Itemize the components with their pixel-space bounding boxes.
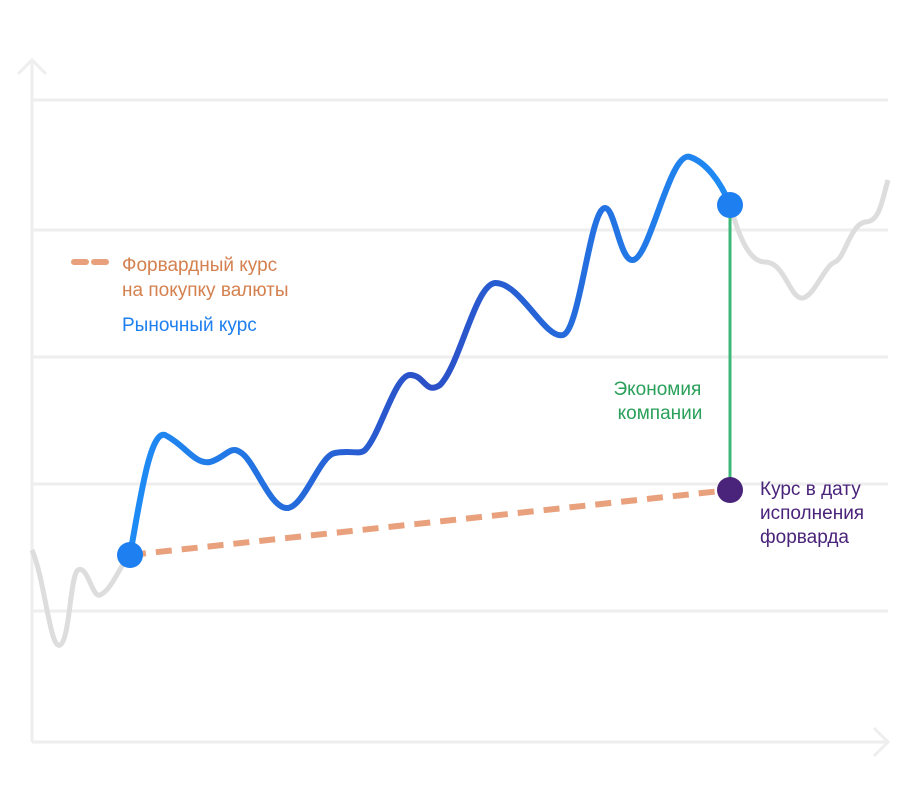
label-line: компании (618, 403, 703, 424)
market-point (717, 192, 743, 218)
axes (16, 57, 891, 758)
future-curve (727, 179, 891, 301)
legend-line: на покупку валюты (122, 280, 289, 301)
forward-point (717, 477, 743, 503)
history-curve (29, 549, 132, 648)
savings-label: Экономия компании (613, 379, 706, 424)
forward-line (129, 487, 731, 558)
label-line: форварда (760, 527, 849, 548)
label-line: исполнения (760, 503, 864, 524)
legend-line: Форвардный курс (122, 255, 277, 276)
legend-label: Форвардный курс на покупку валюты (122, 255, 289, 301)
label-line: Экономия (613, 379, 701, 400)
legend-label: Рыночный курс (122, 315, 257, 336)
grid (32, 98, 888, 613)
start-point (117, 542, 143, 568)
market-curve (127, 153, 733, 558)
rate-label: Курс в дату исполнения форварда (760, 479, 869, 548)
label-line: Курс в дату (760, 479, 861, 500)
